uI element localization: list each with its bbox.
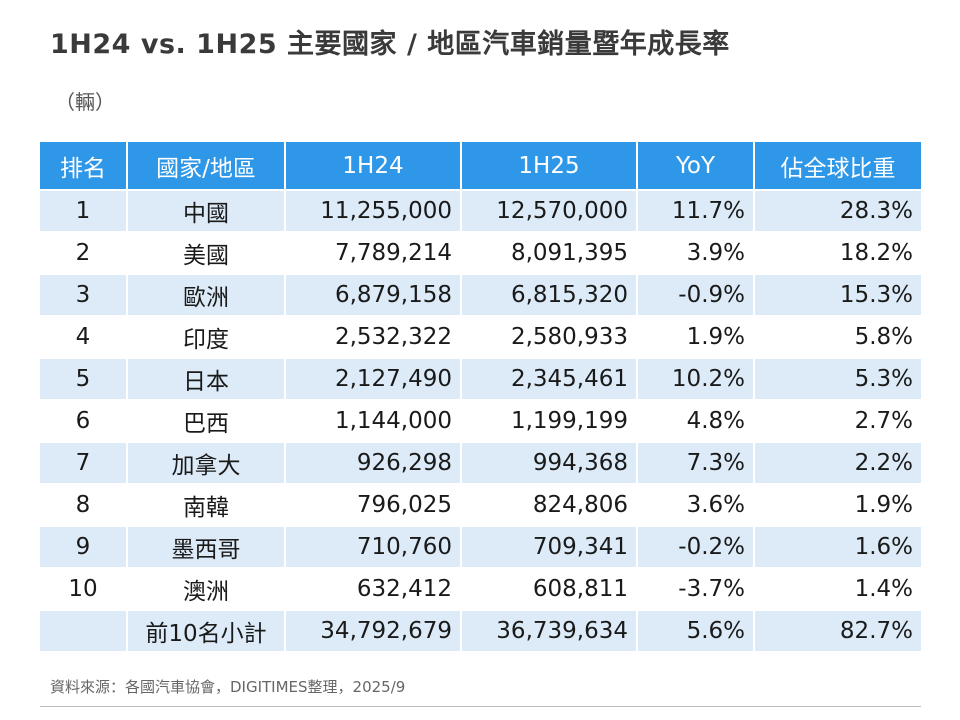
- cell-country: 加拿大: [128, 441, 286, 483]
- table-row: 4 印度 2,532,322 2,580,933 1.9% 5.8%: [40, 315, 921, 357]
- cell-1h24: 2,127,490: [286, 357, 462, 399]
- cell-1h24: 11,255,000: [286, 189, 462, 231]
- cell-rank: 2: [40, 231, 128, 273]
- cell-yoy: -0.9%: [638, 273, 755, 315]
- cell-1h25: 8,091,395: [462, 231, 638, 273]
- cell-rank: 7: [40, 441, 128, 483]
- cell-country: 歐洲: [128, 273, 286, 315]
- cell-1h24: 2,532,322: [286, 315, 462, 357]
- cell-1h24: 7,789,214: [286, 231, 462, 273]
- table-row: 6 巴西 1,144,000 1,199,199 4.8% 2.7%: [40, 399, 921, 441]
- cell-yoy: -0.2%: [638, 525, 755, 567]
- cell-yoy: 10.2%: [638, 357, 755, 399]
- cell-country: 中國: [128, 189, 286, 231]
- table-row: 3 歐洲 6,879,158 6,815,320 -0.9% 15.3%: [40, 273, 921, 315]
- cell-country: 日本: [128, 357, 286, 399]
- cell-1h25: 1,199,199: [462, 399, 638, 441]
- cell-country: 美國: [128, 231, 286, 273]
- cell-country: 南韓: [128, 483, 286, 525]
- cell-1h25: 6,815,320: [462, 273, 638, 315]
- cell-share: 1.4%: [755, 567, 921, 609]
- table-row-subtotal: 前10名小計 34,792,679 36,739,634 5.6% 82.7%: [40, 609, 921, 651]
- cell-1h24: 796,025: [286, 483, 462, 525]
- sales-table: 排名 國家/地區 1H24 1H25 YoY 佔全球比重 1 中國 11,255,0…: [40, 142, 921, 651]
- cell-yoy: 3.9%: [638, 231, 755, 273]
- cell-yoy: 3.6%: [638, 483, 755, 525]
- cell-country: 前10名小計: [128, 609, 286, 651]
- cell-1h24: 6,879,158: [286, 273, 462, 315]
- header-yoy: YoY: [638, 142, 755, 189]
- cell-yoy: 5.6%: [638, 609, 755, 651]
- cell-share: 18.2%: [755, 231, 921, 273]
- cell-rank: 4: [40, 315, 128, 357]
- header-rank: 排名: [40, 142, 128, 189]
- cell-country: 印度: [128, 315, 286, 357]
- cell-yoy: 4.8%: [638, 399, 755, 441]
- cell-rank: 8: [40, 483, 128, 525]
- table-row: 2 美國 7,789,214 8,091,395 3.9% 18.2%: [40, 231, 921, 273]
- table-row: 8 南韓 796,025 824,806 3.6% 1.9%: [40, 483, 921, 525]
- cell-1h25: 2,580,933: [462, 315, 638, 357]
- cell-1h24: 1,144,000: [286, 399, 462, 441]
- table-row: 1 中國 11,255,000 12,570,000 11.7% 28.3%: [40, 189, 921, 231]
- cell-share: 5.3%: [755, 357, 921, 399]
- cell-1h25: 12,570,000: [462, 189, 638, 231]
- cell-share: 82.7%: [755, 609, 921, 651]
- header-country: 國家/地區: [128, 142, 286, 189]
- cell-rank: 1: [40, 189, 128, 231]
- cell-yoy: 7.3%: [638, 441, 755, 483]
- cell-yoy: -3.7%: [638, 567, 755, 609]
- table-row: 5 日本 2,127,490 2,345,461 10.2% 5.3%: [40, 357, 921, 399]
- cell-1h25: 2,345,461: [462, 357, 638, 399]
- cell-1h24: 34,792,679: [286, 609, 462, 651]
- bottom-divider: [40, 706, 921, 707]
- cell-country: 墨西哥: [128, 525, 286, 567]
- cell-1h25: 36,739,634: [462, 609, 638, 651]
- cell-share: 5.8%: [755, 315, 921, 357]
- cell-rank: 10: [40, 567, 128, 609]
- cell-share: 1.9%: [755, 483, 921, 525]
- header-1h24: 1H24: [286, 142, 462, 189]
- cell-country: 巴西: [128, 399, 286, 441]
- cell-rank: 9: [40, 525, 128, 567]
- cell-share: 28.3%: [755, 189, 921, 231]
- header-1h25: 1H25: [462, 142, 638, 189]
- cell-rank: 5: [40, 357, 128, 399]
- cell-rank: 6: [40, 399, 128, 441]
- page-title: 1H24 vs. 1H25 主要國家 / 地區汽車銷量暨年成長率: [50, 29, 730, 60]
- source-note: 資料來源：各國汽車協會，DIGITIMES整理，2025/9: [50, 678, 406, 696]
- cell-1h24: 632,412: [286, 567, 462, 609]
- unit-label: （輛）: [55, 90, 115, 114]
- cell-1h24: 926,298: [286, 441, 462, 483]
- cell-country: 澳洲: [128, 567, 286, 609]
- cell-share: 2.7%: [755, 399, 921, 441]
- cell-1h24: 710,760: [286, 525, 462, 567]
- cell-1h25: 994,368: [462, 441, 638, 483]
- cell-share: 15.3%: [755, 273, 921, 315]
- cell-yoy: 1.9%: [638, 315, 755, 357]
- cell-rank: [40, 609, 128, 651]
- cell-1h25: 608,811: [462, 567, 638, 609]
- cell-share: 2.2%: [755, 441, 921, 483]
- cell-rank: 3: [40, 273, 128, 315]
- cell-yoy: 11.7%: [638, 189, 755, 231]
- table-row: 10 澳洲 632,412 608,811 -3.7% 1.4%: [40, 567, 921, 609]
- cell-1h25: 709,341: [462, 525, 638, 567]
- table-body: 1 中國 11,255,000 12,570,000 11.7% 28.3% 2 美國 7,78…: [40, 189, 921, 651]
- table-row: 7 加拿大 926,298 994,368 7.3% 2.2%: [40, 441, 921, 483]
- cell-share: 1.6%: [755, 525, 921, 567]
- cell-1h25: 824,806: [462, 483, 638, 525]
- table-row: 9 墨西哥 710,760 709,341 -0.2% 1.6%: [40, 525, 921, 567]
- table-header-row: 排名 國家/地區 1H24 1H25 YoY 佔全球比重: [40, 142, 921, 189]
- header-share: 佔全球比重: [755, 142, 921, 189]
